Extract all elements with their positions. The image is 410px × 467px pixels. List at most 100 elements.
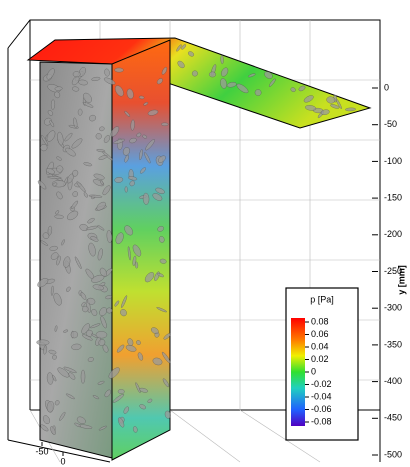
vortex	[100, 180, 104, 185]
vortex	[102, 185, 111, 196]
vortex	[105, 295, 112, 300]
vortex	[97, 248, 103, 261]
vortex	[110, 126, 120, 137]
vortex	[88, 194, 103, 198]
vortex	[42, 415, 50, 425]
vortex	[70, 331, 79, 339]
vortex	[91, 274, 105, 283]
vortex	[116, 344, 125, 353]
vortex	[162, 378, 170, 388]
vortex	[57, 131, 64, 146]
vortex	[159, 258, 167, 264]
vortex	[71, 200, 79, 209]
vortex	[65, 393, 75, 400]
vortex	[290, 87, 296, 92]
vortex	[83, 92, 92, 103]
vortex	[81, 323, 90, 334]
vortex	[108, 367, 120, 379]
vortex	[52, 354, 57, 360]
vortex	[81, 334, 93, 341]
vortex	[191, 70, 198, 77]
vortex	[96, 201, 106, 211]
vortex	[61, 239, 65, 246]
vortex	[56, 255, 61, 266]
vortex	[114, 67, 124, 73]
vortex	[52, 182, 58, 187]
vortex	[106, 307, 113, 314]
vortex	[138, 95, 145, 100]
vortex	[40, 424, 49, 432]
vortex	[47, 225, 53, 236]
vortex	[82, 101, 94, 108]
vortex	[330, 104, 340, 109]
vortex	[226, 82, 237, 88]
vortex	[156, 307, 167, 313]
y-tick-label: -200	[384, 229, 402, 239]
colorbar-tick-label: 0.04	[311, 341, 329, 351]
vortex	[54, 91, 61, 99]
vortex	[125, 344, 137, 352]
x-tick-label: 0	[60, 456, 65, 466]
vortex	[92, 284, 104, 291]
vortex	[117, 417, 125, 428]
vortex	[99, 126, 105, 132]
vortex	[135, 382, 141, 394]
y-tick-label: -250	[384, 266, 402, 276]
vortex	[66, 210, 79, 221]
vortex	[72, 86, 80, 92]
vortex	[147, 398, 153, 403]
vortex	[85, 225, 98, 231]
vortex	[120, 309, 127, 317]
vortex	[56, 165, 64, 173]
vortex	[49, 245, 58, 251]
vortex	[72, 191, 78, 197]
y-tick-label: -300	[384, 303, 402, 313]
y-tick-label: -500	[384, 449, 402, 459]
vortex	[123, 406, 129, 414]
vortex	[104, 389, 111, 398]
vortex	[137, 352, 144, 361]
vortex	[129, 180, 135, 187]
vortex	[124, 154, 129, 163]
vortex	[134, 261, 139, 269]
vortex	[144, 272, 155, 283]
vortex	[59, 411, 66, 421]
vortex	[98, 155, 108, 160]
y-tick-label: 0	[384, 82, 389, 92]
vortex	[68, 372, 76, 380]
vortex	[345, 107, 356, 112]
vortex	[73, 117, 78, 129]
vortex	[49, 120, 55, 128]
vortex	[114, 176, 124, 183]
vortex	[156, 78, 163, 85]
colorbar-tick-label: -0.08	[311, 416, 332, 426]
vortex	[145, 139, 155, 151]
vortex	[48, 349, 57, 355]
vortex	[92, 395, 100, 400]
vortex	[147, 109, 159, 116]
vortex	[40, 240, 49, 246]
vortex	[158, 236, 165, 243]
vortex	[164, 410, 171, 419]
vortex	[42, 232, 50, 239]
vortex	[93, 173, 105, 180]
vortex	[140, 167, 146, 174]
vortex	[220, 78, 227, 89]
vortex	[98, 425, 107, 431]
vortex	[87, 297, 96, 305]
vortex	[71, 343, 82, 351]
vortex	[155, 187, 165, 194]
vortex	[74, 422, 81, 428]
vortex	[132, 426, 138, 433]
vortex	[117, 389, 125, 394]
vortex	[45, 168, 55, 175]
vortex	[63, 329, 69, 333]
vortex-structures	[36, 44, 356, 435]
vortex	[320, 109, 330, 116]
vortex	[268, 78, 276, 87]
vortex	[78, 67, 86, 77]
vortex	[121, 295, 128, 309]
vortex	[54, 214, 64, 219]
colorbar-tick-label: 0.08	[311, 316, 329, 326]
vortex	[161, 66, 168, 75]
